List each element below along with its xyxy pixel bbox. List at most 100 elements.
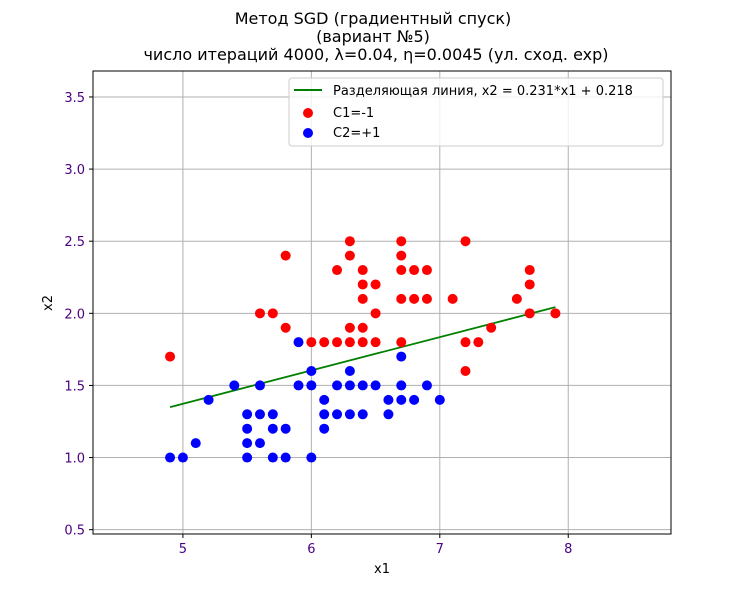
c1-point — [396, 265, 407, 276]
y-axis-ticks: 0.5 1.0 1.5 2.0 2.5 3.0 3.5 — [64, 91, 93, 539]
c1-point — [447, 293, 458, 304]
c1-point — [357, 265, 368, 276]
points-layer — [165, 236, 561, 463]
c2-point — [370, 380, 381, 391]
c2-point — [332, 380, 343, 391]
c2-point — [396, 380, 407, 391]
c2-point — [383, 394, 394, 405]
c1-point — [511, 293, 522, 304]
c2-point — [396, 351, 407, 362]
title-line-1: Метод SGD (градиентный спуск) — [235, 9, 512, 28]
c1-point — [344, 236, 355, 247]
legend: Разделяющая линия, x2 = 0.231*x1 + 0.218… — [288, 77, 664, 147]
c1-point — [254, 308, 265, 319]
y-tick-label: 2.5 — [64, 235, 85, 250]
c2-point — [344, 366, 355, 377]
y-tick-label: 3.5 — [64, 91, 85, 106]
c1-point — [396, 337, 407, 348]
x-tick-label: 5 — [179, 542, 187, 557]
c1-point — [332, 265, 343, 276]
c1-point — [267, 308, 278, 319]
c2-point — [280, 452, 291, 463]
c2-point — [357, 409, 368, 420]
c2-point — [434, 394, 445, 405]
x-tick-label: 6 — [307, 542, 315, 557]
c2-point — [332, 409, 343, 420]
y-axis-label: x2 — [41, 295, 56, 311]
legend-c2-label: C2=+1 — [333, 126, 380, 141]
c1-point — [165, 351, 176, 362]
c1-point — [396, 250, 407, 261]
plot-area — [93, 71, 671, 534]
c1-point — [357, 322, 368, 333]
y-tick-label: 0.5 — [64, 524, 85, 539]
c1-point — [460, 366, 471, 377]
c1-point — [306, 337, 317, 348]
c2-point — [267, 452, 278, 463]
c2-point — [293, 337, 304, 348]
x-axis-ticks: 5 6 7 8 — [179, 534, 572, 557]
legend-box — [288, 77, 664, 147]
y-tick-label: 1.5 — [64, 379, 85, 394]
c1-point — [370, 337, 381, 348]
c2-point — [319, 409, 330, 420]
c1-point — [396, 236, 407, 247]
c1-point — [344, 322, 355, 333]
y-tick-label: 1.0 — [64, 452, 85, 467]
c1-point — [344, 250, 355, 261]
c1-point — [357, 279, 368, 290]
c2-point — [254, 380, 265, 391]
c1-point — [524, 279, 535, 290]
legend-line-label: Разделяющая линия, x2 = 0.231*x1 + 0.218 — [333, 84, 633, 99]
x-tick-label: 8 — [564, 542, 572, 557]
c1-point — [319, 337, 330, 348]
c1-point — [421, 293, 432, 304]
c2-point — [203, 394, 214, 405]
c1-point — [332, 337, 343, 348]
title-line-2: (вариант №5) — [316, 27, 430, 46]
c1-point — [344, 337, 355, 348]
y-tick-label: 2.0 — [64, 307, 85, 322]
c1-point — [524, 265, 535, 276]
chart-title: Метод SGD (градиентный спуск) (вариант №… — [143, 9, 608, 64]
c2-point — [383, 409, 394, 420]
c2-point — [177, 452, 188, 463]
c2-point — [421, 380, 432, 391]
c1-point — [370, 279, 381, 290]
c1-point — [486, 322, 497, 333]
c1-point — [473, 337, 484, 348]
c2-point — [409, 394, 420, 405]
c2-point — [165, 452, 176, 463]
legend-c1-label: C1=-1 — [333, 106, 374, 121]
c2-point — [242, 438, 253, 449]
c1-point — [460, 236, 471, 247]
c1-point — [409, 293, 420, 304]
c1-point — [280, 250, 291, 261]
c1-point — [280, 322, 291, 333]
c2-point — [229, 380, 240, 391]
c2-point — [344, 409, 355, 420]
c2-point — [306, 366, 317, 377]
c1-point — [409, 265, 420, 276]
c2-point — [319, 394, 330, 405]
c2-point — [357, 380, 368, 391]
c2-point — [242, 409, 253, 420]
legend-c1-marker — [303, 108, 313, 118]
c2-point — [267, 423, 278, 434]
c1-point — [357, 293, 368, 304]
plot-frame — [92, 70, 672, 535]
c1-point — [357, 337, 368, 348]
c2-point — [344, 380, 355, 391]
c2-point — [306, 452, 317, 463]
c1-point — [460, 337, 471, 348]
legend-c2-marker — [303, 128, 313, 138]
c1-point — [524, 308, 535, 319]
c1-point — [421, 265, 432, 276]
c2-point — [254, 409, 265, 420]
y-tick-label: 3.0 — [64, 163, 85, 178]
c2-point — [293, 380, 304, 391]
c2-point — [319, 423, 330, 434]
c1-point — [550, 308, 561, 319]
x-axis-label: x1 — [374, 562, 390, 577]
